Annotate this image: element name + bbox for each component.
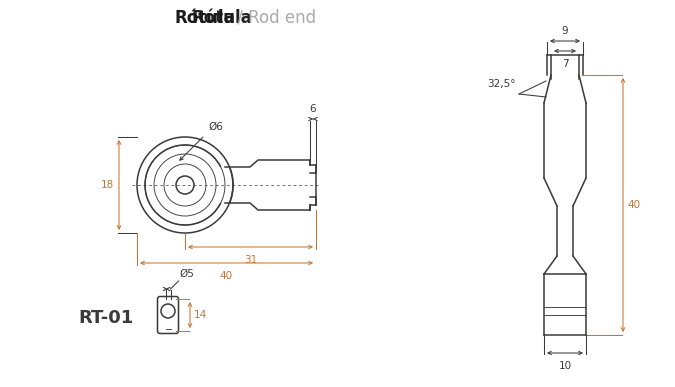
Text: 14: 14: [194, 310, 207, 320]
Text: Rótula: Rótula: [192, 9, 252, 27]
Text: 40: 40: [220, 271, 233, 281]
Text: 7: 7: [562, 59, 568, 69]
Text: 31: 31: [244, 255, 257, 265]
Text: 40: 40: [627, 200, 640, 210]
Text: Rótula: Rótula: [169, 9, 275, 27]
Text: 18: 18: [101, 180, 114, 190]
Text: 32,5°: 32,5°: [487, 79, 516, 89]
Text: 6: 6: [310, 104, 317, 114]
Text: RT-01: RT-01: [78, 309, 133, 327]
Text: 10: 10: [558, 361, 572, 371]
Text: / Rod end: / Rod end: [232, 9, 316, 27]
Text: Ø5: Ø5: [180, 269, 194, 279]
Text: Rótula: Rótula: [175, 9, 236, 27]
Text: 9: 9: [562, 26, 568, 36]
Text: Ø6: Ø6: [208, 122, 223, 132]
